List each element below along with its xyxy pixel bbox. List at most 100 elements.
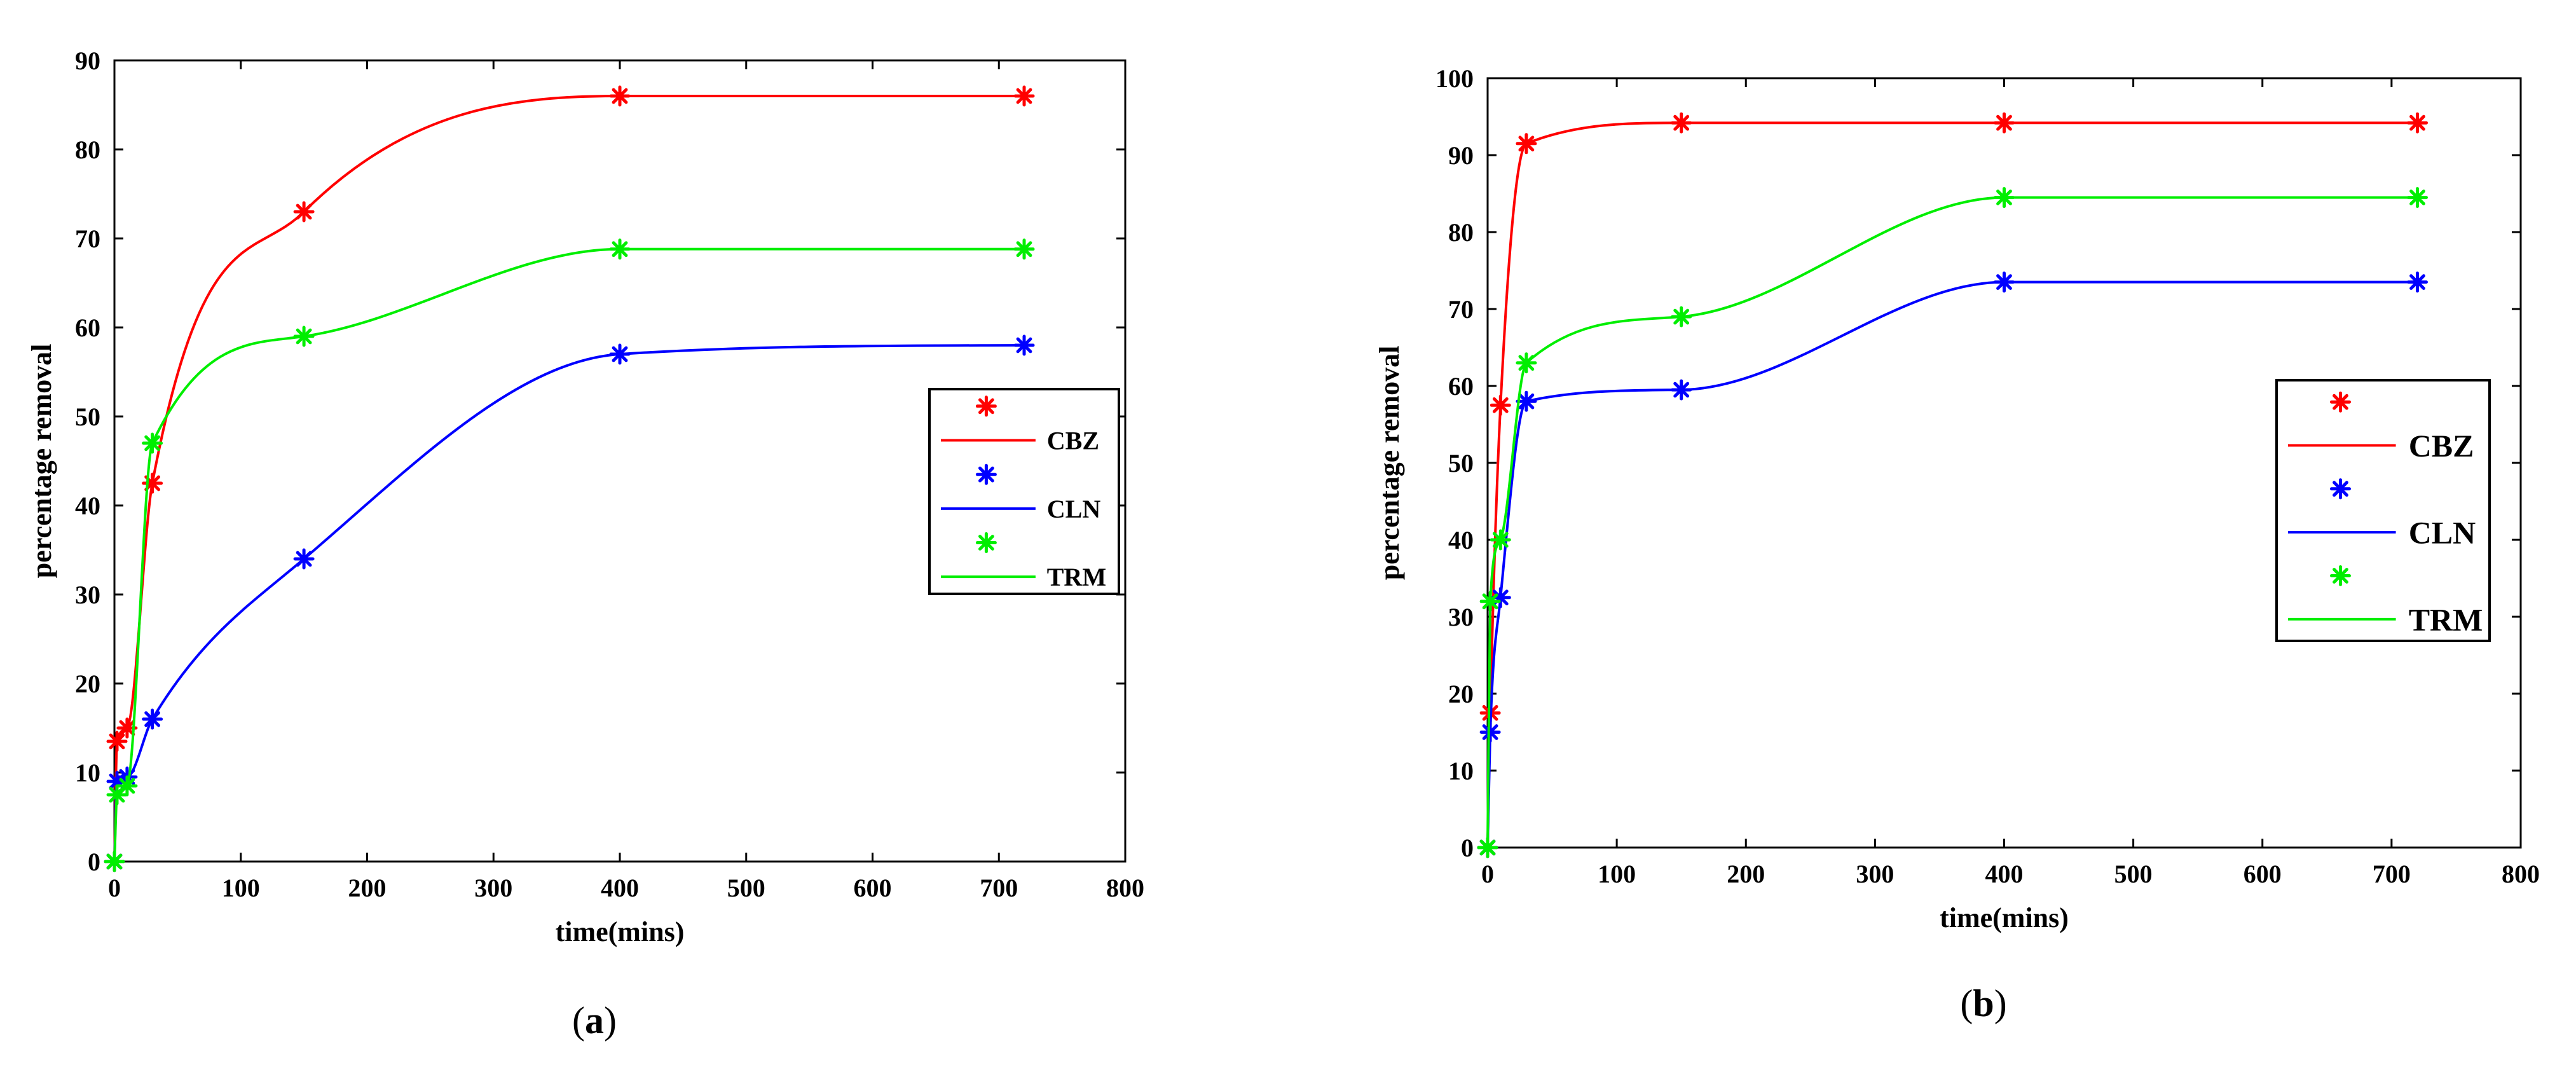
y-tick-label: 50 bbox=[75, 402, 100, 431]
legend-label-cln: CLN bbox=[2409, 515, 2476, 551]
legend-marker-trm bbox=[2330, 565, 2351, 586]
legend: CBZ CLN TRM bbox=[928, 388, 1120, 595]
data-point-trm bbox=[116, 775, 138, 797]
y-tick-label: 10 bbox=[1448, 757, 1474, 785]
y-tick-label: 10 bbox=[75, 759, 100, 787]
x-tick-label: 700 bbox=[980, 874, 1018, 902]
data-point-trm bbox=[1490, 529, 1511, 551]
x-tick-label: 300 bbox=[1856, 860, 1894, 888]
y-tick-label: 70 bbox=[75, 224, 100, 253]
data-point-cbz bbox=[2407, 112, 2428, 134]
x-tick-label: 400 bbox=[601, 874, 639, 902]
legend-marker-cbz bbox=[975, 395, 997, 417]
data-point-trm bbox=[1671, 306, 1692, 327]
x-tick-label: 800 bbox=[2502, 860, 2540, 888]
data-point-trm bbox=[609, 238, 631, 260]
y-tick-label: 20 bbox=[75, 670, 100, 698]
y-tick-label: 100 bbox=[1435, 64, 1474, 93]
x-axis-label: time(mins) bbox=[1940, 902, 2069, 933]
y-tick-label: 30 bbox=[75, 581, 100, 609]
y-tick-label: 70 bbox=[1448, 295, 1474, 324]
panel-label: (b) bbox=[1960, 982, 2006, 1024]
x-tick-label: 100 bbox=[1598, 860, 1636, 888]
y-tick-label: 40 bbox=[75, 491, 100, 520]
data-point-trm bbox=[2407, 187, 2428, 209]
x-tick-label: 600 bbox=[2244, 860, 2282, 888]
data-point-cbz bbox=[1994, 112, 2015, 134]
y-tick-label: 20 bbox=[1448, 680, 1474, 708]
panel-label-letter: b bbox=[1973, 982, 1994, 1024]
data-point-cln bbox=[1516, 390, 1537, 412]
data-point-cln bbox=[1994, 271, 2015, 293]
data-point-trm bbox=[293, 326, 315, 347]
data-point-cbz bbox=[1671, 112, 1692, 134]
panel-label-open-paren: ( bbox=[1960, 982, 1973, 1024]
y-tick-label: 40 bbox=[1448, 526, 1474, 554]
data-point-trm bbox=[1516, 352, 1537, 374]
legend-marker-cln bbox=[2330, 478, 2351, 500]
data-point-trm bbox=[1013, 238, 1035, 260]
data-point-cln bbox=[2407, 271, 2428, 293]
x-tick-label: 0 bbox=[108, 874, 121, 902]
series-line-cbz bbox=[113, 94, 1024, 862]
legend-label-cln: CLN bbox=[1047, 495, 1101, 523]
series-line-cbz bbox=[1486, 121, 2418, 848]
legend-label-trm: TRM bbox=[2409, 601, 2483, 637]
y-tick-label: 60 bbox=[1448, 372, 1474, 401]
panel-label-open-paren: ( bbox=[572, 1000, 585, 1041]
x-tick-label: 400 bbox=[1985, 860, 2024, 888]
legend-marker-trm bbox=[975, 532, 997, 553]
legend: CBZ CLN TRM bbox=[2275, 379, 2491, 642]
x-axis-label: time(mins) bbox=[556, 916, 685, 947]
x-tick-label: 800 bbox=[1106, 874, 1144, 902]
data-point-cln bbox=[1013, 334, 1035, 356]
y-tick-label: 90 bbox=[75, 46, 100, 75]
y-tick-label: 80 bbox=[1448, 218, 1474, 247]
data-point-cln bbox=[142, 708, 163, 730]
data-point-cln bbox=[293, 548, 315, 570]
legend-label-trm: TRM bbox=[1047, 563, 1106, 591]
panel-label: (a) bbox=[572, 1000, 617, 1041]
data-point-cbz bbox=[293, 201, 315, 223]
x-tick-label: 700 bbox=[2373, 860, 2411, 888]
data-point-cbz bbox=[609, 85, 631, 107]
data-point-cln bbox=[609, 343, 631, 365]
data-point-trm bbox=[1477, 837, 1498, 858]
data-point-cbz bbox=[1490, 394, 1511, 416]
x-tick-label: 500 bbox=[727, 874, 765, 902]
data-point-cln bbox=[1671, 379, 1692, 401]
legend-marker-cln bbox=[975, 464, 997, 485]
y-tick-label: 30 bbox=[1448, 603, 1474, 631]
series-line-trm bbox=[113, 247, 1024, 862]
data-point-cbz bbox=[106, 731, 128, 752]
panel-label-letter: a bbox=[585, 1000, 604, 1041]
y-tick-label: 0 bbox=[1461, 834, 1474, 862]
series-line-cln bbox=[113, 344, 1025, 862]
legend-marker-cbz bbox=[2330, 391, 2351, 413]
panel-label-close-paren: ) bbox=[604, 1000, 617, 1041]
legend-label-cbz: CBZ bbox=[1047, 427, 1099, 455]
y-tick-label: 0 bbox=[88, 848, 100, 876]
data-point-cbz bbox=[1013, 85, 1035, 107]
x-tick-label: 600 bbox=[854, 874, 892, 902]
chart-a: 0 100 200 300 400 500 600 700 800 0 10 20 30 40 50 60 70… bbox=[26, 46, 1144, 1041]
data-point-cln bbox=[1479, 722, 1501, 743]
x-tick-label: 500 bbox=[2114, 860, 2153, 888]
data-point-cbz bbox=[1516, 133, 1537, 155]
y-tick-label: 50 bbox=[1448, 449, 1474, 478]
y-tick-label: 60 bbox=[75, 313, 100, 342]
data-point-trm bbox=[142, 432, 163, 454]
y-tick-label: 90 bbox=[1448, 141, 1474, 170]
y-axis-label: percentage removal bbox=[26, 344, 57, 579]
series-line-cln bbox=[1486, 280, 2418, 848]
panel-label-close-paren: ) bbox=[1994, 982, 2007, 1024]
legend-label-cbz: CBZ bbox=[2409, 428, 2474, 464]
x-tick-label: 200 bbox=[1727, 860, 1765, 888]
y-axis-label: percentage removal bbox=[1374, 346, 1405, 581]
legend-box bbox=[928, 388, 1120, 595]
data-point-trm bbox=[1479, 591, 1501, 612]
data-point-trm bbox=[104, 851, 125, 872]
x-tick-label: 200 bbox=[348, 874, 387, 902]
data-point-trm bbox=[1994, 187, 2015, 209]
